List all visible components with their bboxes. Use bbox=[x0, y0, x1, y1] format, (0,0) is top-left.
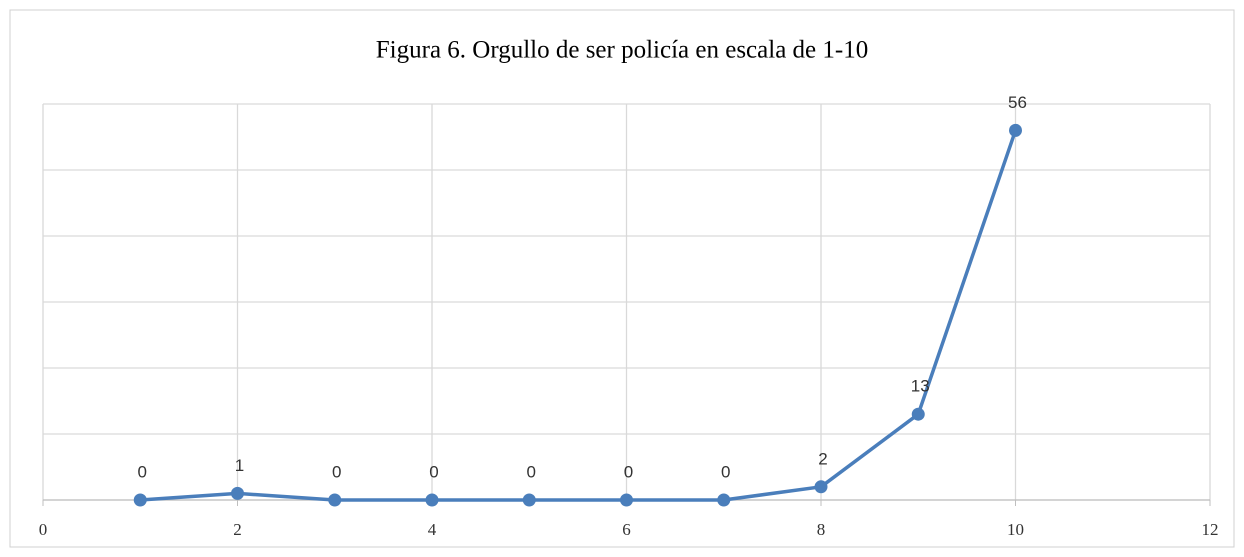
data-label: 0 bbox=[429, 462, 438, 481]
x-tick-label: 10 bbox=[1007, 520, 1024, 539]
data-point bbox=[522, 493, 536, 507]
series-line bbox=[140, 129, 1018, 502]
data-point bbox=[814, 480, 828, 494]
data-point bbox=[717, 493, 731, 507]
data-point bbox=[911, 407, 925, 421]
data-label: 0 bbox=[624, 462, 633, 481]
data-point bbox=[133, 493, 147, 507]
x-tick-label: 12 bbox=[1202, 520, 1219, 539]
x-tick-label: 8 bbox=[817, 520, 826, 539]
data-point bbox=[620, 493, 633, 507]
data-label: 56 bbox=[1008, 93, 1027, 112]
data-label: 0 bbox=[721, 462, 730, 481]
chart-border bbox=[9, 9, 1235, 548]
data-label: 0 bbox=[332, 462, 341, 481]
x-tick-label: 4 bbox=[428, 520, 437, 539]
data-label: 0 bbox=[138, 462, 147, 481]
chart-title: Figura 6. Orgullo de ser policía en esca… bbox=[376, 37, 868, 64]
data-point bbox=[425, 493, 439, 507]
x-tick-label: 0 bbox=[39, 520, 48, 539]
x-tick-label: 2 bbox=[233, 520, 242, 539]
data-label: 13 bbox=[911, 377, 930, 396]
x-tick-label: 6 bbox=[622, 520, 631, 539]
data-point bbox=[1009, 123, 1022, 137]
data-point bbox=[328, 493, 342, 507]
data-label: 1 bbox=[235, 456, 244, 475]
data-label: 0 bbox=[527, 462, 536, 481]
data-label: 2 bbox=[818, 449, 827, 468]
data-point bbox=[231, 486, 244, 500]
